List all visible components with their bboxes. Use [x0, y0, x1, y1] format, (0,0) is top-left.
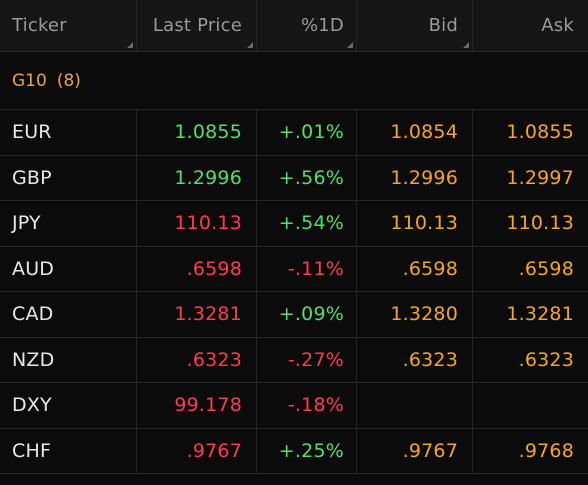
column-resize-handle-icon[interactable]	[127, 42, 133, 48]
bid-cell: .9767	[357, 428, 473, 473]
ask-cell: 1.0855	[506, 121, 574, 144]
column-header-label: Ticker	[12, 15, 67, 36]
ticker-cell: AUD	[0, 246, 137, 291]
quote-rows: EUR 1.0855 +.01% 1.0854 1.0855 GBP 1.2996 +.56%…	[0, 110, 588, 474]
column-header-label: %1D	[300, 15, 344, 36]
table-row[interactable]: AUD .6598 -.11% .6598.6598	[0, 246, 588, 292]
bid-cell: .6598	[357, 246, 473, 291]
pct-change-cell: +.56%	[257, 155, 357, 200]
pct-change-cell: -.11%	[257, 246, 357, 291]
column-header-label: Last Price	[152, 15, 242, 36]
last-price-cell: 1.0855	[137, 110, 257, 155]
ask-cell: 1.3281	[506, 303, 574, 326]
group-name: G10	[12, 70, 47, 91]
pct-change-cell: -.18%	[257, 383, 357, 428]
column-header-label: Ask	[541, 15, 574, 36]
last-price-cell: 1.3281	[137, 292, 257, 337]
ticker-cell: EUR	[0, 110, 137, 155]
ticker-cell: GBP	[0, 155, 137, 200]
ask-cell: .6598	[518, 257, 574, 280]
group-count: (8)	[56, 70, 81, 91]
ask-cell: 110.13	[506, 212, 574, 235]
ask-cell: 1.2997	[506, 166, 574, 189]
last-price-cell: .6598	[137, 246, 257, 291]
column-resize-handle-icon[interactable]	[463, 42, 469, 48]
bid-cell: .6323	[357, 337, 473, 382]
column-header-ask[interactable]: Ask	[473, 0, 588, 51]
group-header-g10[interactable]: G10 (8)	[0, 52, 588, 110]
bid-cell: 110.13	[357, 201, 473, 246]
last-price-cell: 1.2996	[137, 155, 257, 200]
pct-change-cell: +.09%	[257, 292, 357, 337]
ask-cell	[473, 383, 588, 428]
ticker-cell: CHF	[0, 428, 137, 473]
ticker-cell: JPY	[0, 201, 137, 246]
table-row[interactable]: EUR 1.0855 +.01% 1.0854 1.0855	[0, 110, 588, 156]
last-price-cell: 110.13	[137, 201, 257, 246]
quote-grid: Ticker Last Price %1D Bid Ask G10 (8) EU…	[0, 0, 588, 474]
table-row[interactable]: DXY 99.178 -.18%	[0, 383, 588, 429]
bid-cell: 1.2996	[357, 155, 473, 200]
pct-change-cell: -.27%	[257, 337, 357, 382]
column-header-ticker[interactable]: Ticker	[0, 0, 137, 51]
table-row[interactable]: CAD 1.3281 +.09% 1.3280 1.3281	[0, 292, 588, 338]
ask-cell: .6323	[518, 348, 574, 371]
column-header-bid[interactable]: Bid	[357, 0, 473, 51]
column-resize-handle-icon[interactable]	[347, 42, 353, 48]
column-header-row: Ticker Last Price %1D Bid Ask	[0, 0, 588, 52]
last-price-cell: .6323	[137, 337, 257, 382]
column-header-pct-1d[interactable]: %1D	[257, 0, 357, 51]
column-resize-handle-icon[interactable]	[247, 42, 253, 48]
column-header-label: Bid	[428, 15, 458, 36]
last-price-cell: .9767	[137, 428, 257, 473]
ticker-cell: CAD	[0, 292, 137, 337]
table-row[interactable]: CHF .9767 +.25% .9767.9768	[0, 428, 588, 474]
column-header-last-price[interactable]: Last Price	[137, 0, 257, 51]
pct-change-cell: +.54%	[257, 201, 357, 246]
ticker-cell: DXY	[0, 383, 137, 428]
table-row[interactable]: NZD .6323 -.27% .6323.6323	[0, 337, 588, 383]
pct-change-cell: +.01%	[257, 110, 357, 155]
ticker-cell: NZD	[0, 337, 137, 382]
bid-cell	[357, 383, 473, 428]
bid-cell: 1.3280	[357, 292, 473, 337]
ask-cell: .9768	[518, 439, 574, 462]
table-row[interactable]: JPY 110.13 +.54% 110.13 110.13	[0, 201, 588, 247]
bid-cell: 1.0854	[357, 110, 473, 155]
pct-change-cell: +.25%	[257, 428, 357, 473]
table-row[interactable]: GBP 1.2996 +.56% 1.2996 1.2997	[0, 155, 588, 201]
last-price-cell: 99.178	[137, 383, 257, 428]
